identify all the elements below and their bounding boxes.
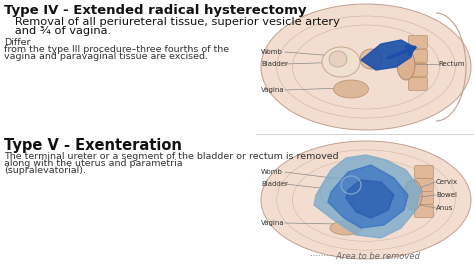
Text: from the type III procedure–three fourths of the: from the type III procedure–three fourth… (4, 45, 229, 54)
Polygon shape (328, 165, 408, 228)
Text: and ¾ of vagina.: and ¾ of vagina. (4, 26, 111, 36)
Text: Vagina: Vagina (261, 87, 284, 93)
Text: Vagina: Vagina (261, 220, 284, 226)
FancyBboxPatch shape (414, 205, 434, 218)
Ellipse shape (330, 221, 362, 235)
Polygon shape (314, 155, 421, 238)
FancyBboxPatch shape (409, 77, 428, 90)
Ellipse shape (360, 49, 382, 69)
Ellipse shape (404, 180, 422, 210)
Text: vagina and paravaginal tissue are excised.: vagina and paravaginal tissue are excise… (4, 52, 208, 61)
FancyBboxPatch shape (414, 178, 434, 192)
Text: (supralevatorial).: (supralevatorial). (4, 166, 86, 175)
Text: Bowel: Bowel (436, 192, 457, 198)
FancyBboxPatch shape (414, 165, 434, 178)
Ellipse shape (397, 50, 415, 80)
Text: Womb: Womb (261, 49, 283, 55)
Text: The terminal ureter or a segment of the bladder or rectum is removed: The terminal ureter or a segment of the … (4, 152, 338, 161)
Text: Bladder: Bladder (261, 181, 288, 187)
Ellipse shape (412, 48, 424, 51)
FancyBboxPatch shape (409, 64, 428, 77)
Ellipse shape (412, 61, 424, 64)
Text: Anus: Anus (436, 205, 453, 211)
Ellipse shape (412, 76, 424, 78)
Text: Type V - Exenteration: Type V - Exenteration (4, 138, 182, 153)
Ellipse shape (320, 178, 356, 206)
Text: ········· Area to be removed: ········· Area to be removed (310, 252, 420, 261)
Text: Bladder: Bladder (261, 61, 288, 67)
FancyBboxPatch shape (409, 35, 428, 48)
FancyBboxPatch shape (409, 49, 428, 63)
Polygon shape (346, 180, 394, 218)
Text: Removal of all periureteral tissue, superior vesicle artery: Removal of all periureteral tissue, supe… (4, 17, 340, 27)
Ellipse shape (322, 47, 360, 77)
Text: Type IV - Extended radical hysterectomy: Type IV - Extended radical hysterectomy (4, 4, 307, 17)
Text: Womb: Womb (261, 169, 283, 175)
FancyBboxPatch shape (414, 192, 434, 205)
Polygon shape (361, 40, 414, 70)
Text: Differ: Differ (4, 38, 30, 47)
Text: Rectum: Rectum (438, 61, 465, 67)
Ellipse shape (261, 4, 471, 130)
Text: along with the uterus and parametria: along with the uterus and parametria (4, 159, 182, 168)
Text: Cervix: Cervix (436, 179, 458, 185)
Ellipse shape (329, 51, 347, 67)
Ellipse shape (334, 80, 368, 98)
Ellipse shape (261, 141, 471, 259)
